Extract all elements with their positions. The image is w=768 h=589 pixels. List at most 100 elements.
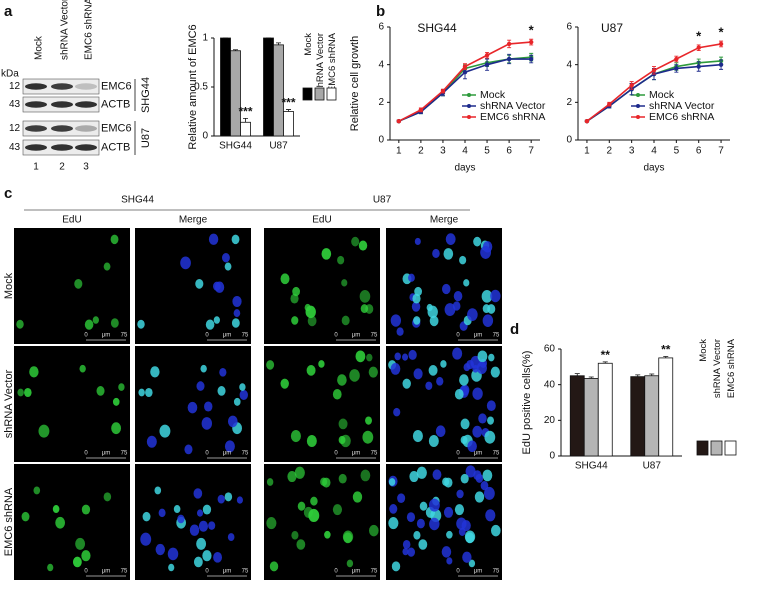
nucleus [402, 378, 411, 389]
bar [597, 362, 613, 457]
edu-nucleus [365, 304, 374, 314]
edu-nucleus [111, 422, 122, 435]
channel-label: Merge [430, 215, 459, 226]
nucleus [467, 308, 478, 321]
nucleus [453, 291, 463, 302]
nucleus [195, 278, 204, 289]
legend-label: Mock [649, 89, 675, 101]
edu-nucleus [33, 486, 41, 495]
point [651, 68, 657, 73]
bar [273, 44, 284, 137]
nucleus [154, 486, 162, 495]
nucleus [391, 561, 401, 572]
bar [220, 37, 231, 137]
nucleus [402, 539, 411, 550]
scale-unit: μm [223, 451, 231, 457]
edu-nucleus [349, 369, 360, 382]
edu-nucleus [29, 366, 39, 378]
edu-nucleus [110, 318, 119, 328]
nucleus [231, 318, 240, 328]
blot-band [75, 83, 97, 90]
nucleus [446, 557, 453, 565]
nucleus [460, 473, 469, 484]
nucleus [159, 424, 171, 438]
y-axis-label: EdU positive cells(%) [521, 351, 533, 455]
edu-nucleus [320, 477, 328, 486]
nucleus [442, 477, 450, 486]
nucleus [196, 537, 207, 550]
bar [240, 121, 251, 137]
nucleus [208, 521, 216, 530]
lane-label: shRNA Vector [60, 0, 71, 60]
nucleus [432, 248, 440, 259]
edu-nucleus [294, 466, 305, 479]
nucleus [465, 532, 475, 544]
nucleus [441, 283, 451, 295]
size-marker: 43 [9, 142, 21, 153]
blot-band [25, 101, 47, 108]
nucleus [394, 352, 401, 361]
edu-nucleus [96, 386, 105, 396]
x-tick-label: 6 [696, 146, 702, 157]
nucleus [429, 517, 440, 531]
scale-start: 0 [205, 451, 209, 457]
y-tick-label: 2 [378, 97, 384, 108]
point [718, 62, 724, 67]
nucleus [478, 413, 487, 424]
nucleus [467, 440, 477, 453]
nucleus [200, 364, 207, 373]
scale-unit: μm [352, 569, 360, 575]
x-tick-label: 7 [718, 146, 724, 157]
edu-nucleus [21, 511, 30, 522]
nucleus [444, 303, 456, 317]
nucleus [233, 309, 241, 318]
legend-label: EMC6 shRNA [480, 111, 545, 123]
nucleus [413, 368, 423, 380]
edu-nucleus [55, 516, 66, 529]
edu-nucleus [75, 537, 86, 550]
edu-nucleus [307, 315, 317, 327]
nucleus [167, 547, 179, 561]
nucleus [224, 262, 232, 271]
point [528, 39, 534, 45]
nucleus [412, 429, 423, 443]
point [674, 56, 679, 62]
bar [263, 37, 274, 137]
nucleus [233, 397, 241, 406]
nucleus [146, 435, 157, 448]
nucleus [477, 350, 488, 363]
nucleus [454, 504, 465, 516]
bar [644, 375, 660, 457]
nucleus [416, 518, 425, 529]
size-marker: 43 [9, 99, 21, 110]
scale-start: 0 [334, 451, 338, 457]
nucleus [452, 347, 463, 360]
error-bar [243, 117, 248, 123]
edu-nucleus [269, 561, 279, 572]
protein-label: EMC6 [101, 122, 132, 134]
edu-nucleus [310, 496, 318, 506]
nucleus [173, 505, 181, 513]
nucleus [454, 389, 464, 400]
nucleus [193, 488, 203, 499]
panel-label: d [510, 321, 519, 338]
legend-label: shRNA Vector [649, 100, 715, 112]
scale-end: 75 [493, 451, 500, 457]
legend-swatch [696, 440, 709, 456]
nucleus [413, 531, 421, 540]
nucleus [204, 401, 213, 412]
scale-end: 75 [242, 569, 249, 575]
legend-marker [467, 104, 471, 108]
panel-label: a [4, 3, 13, 20]
chart-title: U87 [601, 21, 623, 35]
edu-nucleus [337, 374, 347, 386]
scale-start: 0 [205, 569, 209, 575]
scale-end: 75 [121, 333, 128, 339]
nucleus [413, 316, 421, 325]
y-tick-label: 40 [544, 379, 556, 390]
y-tick-label: 4 [566, 59, 572, 70]
nucleus [239, 383, 246, 391]
edu-nucleus [291, 316, 299, 325]
nucleus [155, 543, 166, 556]
scale-end: 75 [242, 333, 249, 339]
